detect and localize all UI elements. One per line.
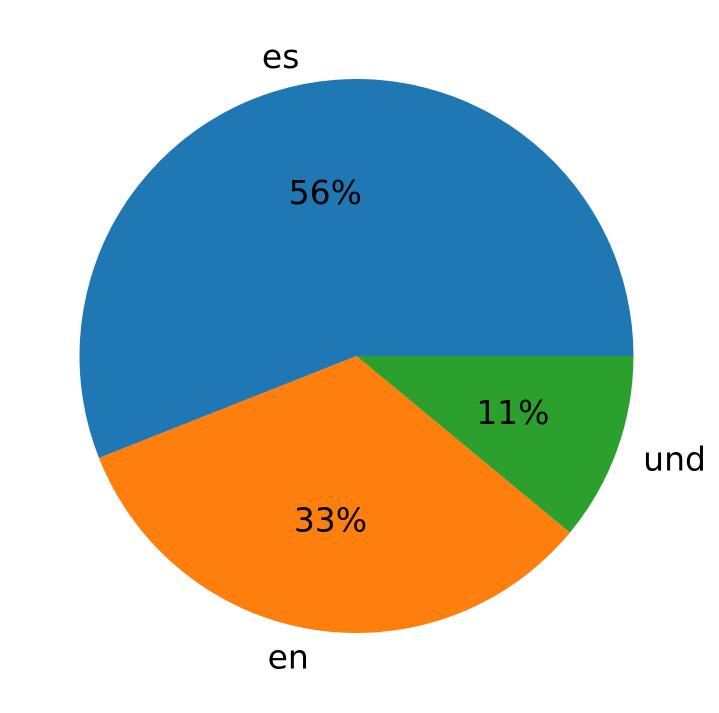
pie-labels: es 56% en 33% und 11%: [262, 37, 706, 676]
pie-slice-und: [356, 356, 634, 533]
slice-label-und: und: [643, 440, 706, 479]
slice-label-en: en: [268, 637, 309, 676]
pie-slice-es: [79, 78, 634, 458]
pct-label-und: 11%: [476, 393, 549, 432]
pct-label-en: 33%: [294, 501, 367, 540]
pie-slices: [79, 78, 634, 634]
pct-label-es: 56%: [289, 173, 362, 212]
slice-label-es: es: [262, 37, 300, 76]
pie-slice-en: [98, 356, 570, 634]
